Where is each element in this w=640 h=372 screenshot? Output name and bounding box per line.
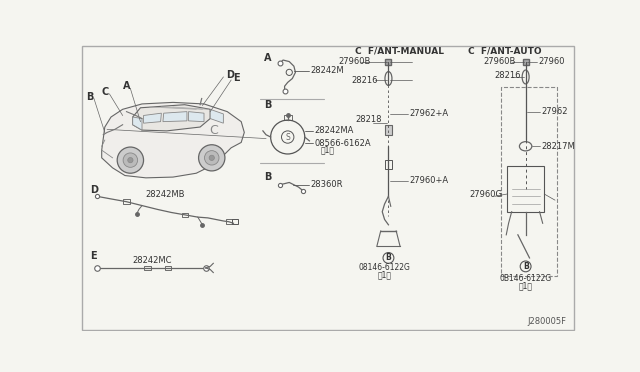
Bar [145,266,150,270]
Polygon shape [132,117,142,130]
Bar [226,219,232,224]
Bar [501,87,557,276]
Text: S: S [285,132,290,141]
Text: C: C [209,124,218,137]
Text: C  F/ANT-AUTO: C F/ANT-AUTO [467,46,541,55]
Bar [385,160,392,169]
Text: 28217M: 28217M [541,142,575,151]
Text: 28216: 28216 [495,71,521,80]
Circle shape [205,151,219,165]
Text: B: B [264,172,271,182]
Bar [232,219,238,224]
Polygon shape [102,102,244,178]
Bar [284,115,292,120]
Polygon shape [132,105,210,131]
Text: B: B [385,253,391,262]
Polygon shape [143,113,161,123]
Polygon shape [163,112,187,122]
Text: （1）: （1） [378,270,392,279]
Text: D: D [226,70,234,80]
Text: 28242MA: 28242MA [314,126,353,135]
Text: 28242MC: 28242MC [132,256,172,265]
Bar [507,166,544,212]
Text: C  F/ANT-MANUAL: C F/ANT-MANUAL [355,46,444,55]
Text: 28360R: 28360R [310,180,342,189]
Circle shape [123,153,138,167]
Text: 08566-6162A: 08566-6162A [314,139,371,148]
Text: B: B [523,262,529,271]
Bar [182,212,188,217]
Polygon shape [189,112,204,122]
Circle shape [117,147,143,173]
Text: 0B146-6122G: 0B146-6122G [499,274,552,283]
Text: 27962+A: 27962+A [410,109,449,118]
Text: A: A [123,81,131,91]
Text: 28242M: 28242M [310,66,344,75]
Text: 08146-6122G: 08146-6122G [358,263,410,272]
Text: D: D [90,185,98,195]
Bar [165,266,172,270]
Text: A: A [264,53,271,63]
Text: （1）: （1） [320,145,334,155]
Text: 27960B: 27960B [338,57,371,66]
Text: B: B [264,100,271,110]
Text: 28242MB: 28242MB [146,190,186,199]
Text: C: C [101,87,108,97]
Text: 27960B: 27960B [483,57,515,66]
Text: E: E [234,73,240,83]
Text: 27960+A: 27960+A [410,176,449,185]
Text: 28216: 28216 [351,76,378,84]
Text: （1）: （1） [518,281,532,290]
Bar [385,125,392,135]
Circle shape [128,157,133,163]
Text: E: E [90,251,97,261]
Text: J280005F: J280005F [528,317,566,326]
Text: 27962: 27962 [541,107,568,116]
Polygon shape [210,109,223,123]
Text: 27960: 27960 [539,57,565,66]
Text: B: B [86,92,94,102]
Circle shape [198,145,225,171]
Bar [124,199,129,204]
Text: 27960G: 27960G [470,189,503,199]
Circle shape [209,155,214,160]
Text: 28218: 28218 [355,115,381,124]
